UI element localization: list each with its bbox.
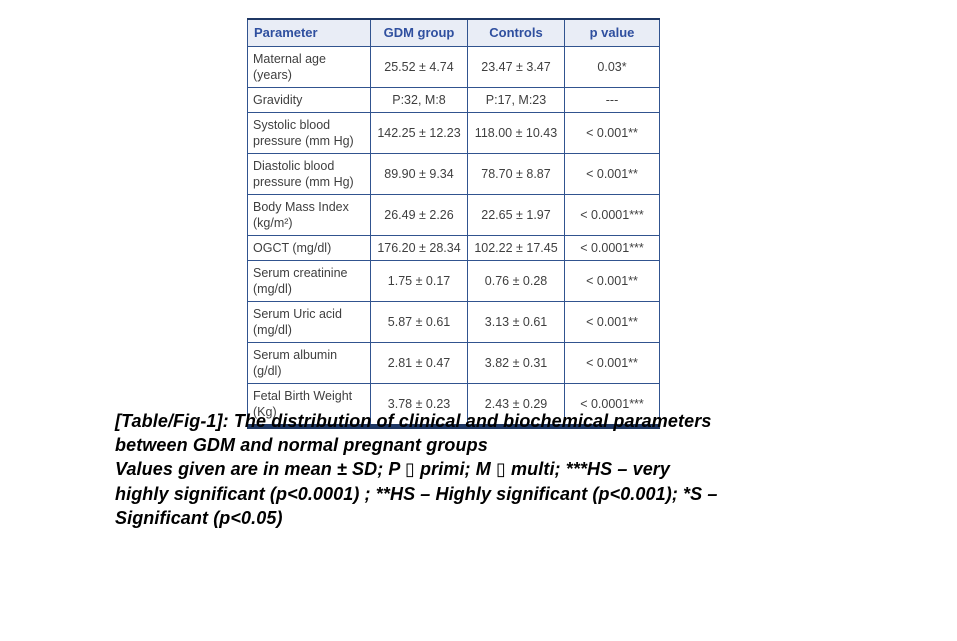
caption-line: highly significant (p<0.0001) ; **HS – H… [115, 483, 718, 504]
cell-p-value: < 0.001** [564, 342, 660, 384]
cell-gdm: 176.20 ± 28.34 [370, 235, 468, 261]
table-row: Fetal Birth Weight (Kg) 3.78 ± 0.23 2.43… [247, 383, 660, 427]
table-row: Serum Uric acid (mg/dl) 5.87 ± 0.61 3.13… [247, 301, 660, 343]
caption-line: Significant (p<0.05) [115, 507, 283, 528]
caption-line: between GDM and normal pregnant groups [115, 435, 488, 456]
cell-p-value: < 0.0001*** [564, 194, 660, 236]
caption-line: Values given are in mean ± SD; P ▯ primi… [115, 459, 671, 480]
cell-p-value: < 0.001** [564, 112, 660, 154]
cell-gdm: 25.52 ± 4.74 [370, 46, 468, 88]
cell-parameter: Body Mass Index (kg/m²) [247, 194, 371, 236]
table-row: Systolic blood pressure (mm Hg) 142.25 ±… [247, 112, 660, 154]
cell-controls: 23.47 ± 3.47 [467, 46, 565, 88]
cell-controls: 118.00 ± 10.43 [467, 112, 565, 154]
cell-parameter: Systolic blood pressure (mm Hg) [247, 112, 371, 154]
table-header-row: Parameter GDM group Controls p value [247, 18, 660, 47]
cell-p-value: < 0.001** [564, 301, 660, 343]
column-header-controls: Controls [467, 18, 565, 47]
clinical-parameters-table: Parameter GDM group Controls p value Mat… [247, 18, 660, 429]
cell-parameter: OGCT (mg/dl) [247, 235, 371, 261]
cell-p-value: < 0.001** [564, 153, 660, 195]
column-header-gdm-group: GDM group [370, 18, 468, 47]
cell-gdm: 1.75 ± 0.17 [370, 260, 468, 302]
clinical-parameters-figure: Parameter GDM group Controls p value Mat… [247, 18, 660, 429]
cell-p-value: --- [564, 87, 660, 113]
cell-controls: 102.22 ± 17.45 [467, 235, 565, 261]
cell-parameter: Diastolic blood pressure (mm Hg) [247, 153, 371, 195]
cell-gdm: P:32, M:8 [370, 87, 468, 113]
cell-gdm: 142.25 ± 12.23 [370, 112, 468, 154]
cell-parameter: Serum Uric acid (mg/dl) [247, 301, 371, 343]
cell-gdm: 5.87 ± 0.61 [370, 301, 468, 343]
cell-gdm: 89.90 ± 9.34 [370, 153, 468, 195]
table-row: Serum creatinine (mg/dl) 1.75 ± 0.17 0.7… [247, 260, 660, 302]
cell-parameter: Serum albumin (g/dl) [247, 342, 371, 384]
column-header-parameter: Parameter [247, 18, 371, 47]
table-row: Maternal age (years) 25.52 ± 4.74 23.47 … [247, 46, 660, 88]
caption-line: [Table/Fig-1]: The distribution of clini… [115, 411, 712, 431]
cell-controls: 22.65 ± 1.97 [467, 194, 565, 236]
cell-gdm: 26.49 ± 2.26 [370, 194, 468, 236]
cell-parameter: Fetal Birth Weight (Kg) [247, 383, 371, 427]
table-row: Diastolic blood pressure (mm Hg) 89.90 ±… [247, 153, 660, 195]
cell-parameter: Gravidity [247, 87, 371, 113]
cell-p-value: 0.03* [564, 46, 660, 88]
cell-controls: 2.43 ± 0.29 [467, 383, 565, 427]
cell-controls: 0.76 ± 0.28 [467, 260, 565, 302]
column-header-p-value: p value [564, 18, 660, 47]
cell-controls: P:17, M:23 [467, 87, 565, 113]
table-row: Gravidity P:32, M:8 P:17, M:23 --- [247, 87, 660, 113]
cell-p-value: < 0.0001*** [564, 383, 660, 427]
cell-controls: 78.70 ± 8.87 [467, 153, 565, 195]
cell-parameter: Serum creatinine (mg/dl) [247, 260, 371, 302]
cell-gdm: 3.78 ± 0.23 [370, 383, 468, 427]
table-row: Body Mass Index (kg/m²) 26.49 ± 2.26 22.… [247, 194, 660, 236]
cell-controls: 3.82 ± 0.31 [467, 342, 565, 384]
cell-parameter: Maternal age (years) [247, 46, 371, 88]
table-row: Serum albumin (g/dl) 2.81 ± 0.47 3.82 ± … [247, 342, 660, 384]
cell-p-value: < 0.001** [564, 260, 660, 302]
table-row: OGCT (mg/dl) 176.20 ± 28.34 102.22 ± 17.… [247, 235, 660, 261]
cell-gdm: 2.81 ± 0.47 [370, 342, 468, 384]
figure-caption: [Table/Fig-1]: The distribution of clini… [115, 409, 845, 530]
cell-controls: 3.13 ± 0.61 [467, 301, 565, 343]
cell-p-value: < 0.0001*** [564, 235, 660, 261]
